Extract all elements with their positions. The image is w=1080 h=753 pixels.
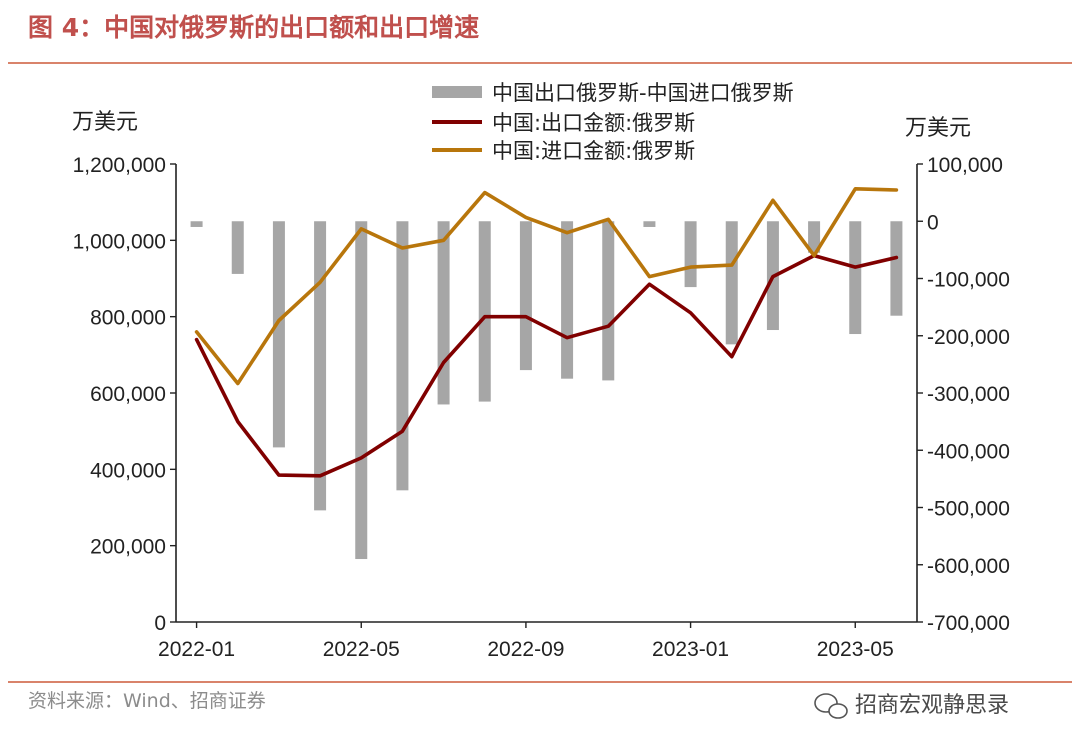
right-tick-label: -700,000 (927, 612, 1010, 635)
wechat-icon (814, 693, 848, 719)
left-tick-label: 1,000,000 (73, 230, 166, 253)
bar-2023-01 (684, 221, 697, 288)
right-axis-unit: 万美元 (905, 116, 971, 141)
left-tick-label: 0 (154, 612, 166, 635)
x-tick-label: 2023-05 (817, 638, 894, 661)
bar-2022-12 (643, 221, 656, 227)
x-tick-label: 2022-05 (323, 638, 400, 661)
figure-title: 图 4：中国对俄罗斯的出口额和出口增速 (28, 13, 479, 42)
right-tick-label: -600,000 (927, 555, 1010, 578)
axes (170, 163, 923, 628)
bar-2022-01 (190, 221, 203, 227)
bar-2023-06 (890, 221, 903, 316)
left-tick-label: 400,000 (90, 459, 166, 482)
x-tick-label: 2023-01 (652, 638, 729, 661)
x-tick-label: 2022-01 (158, 638, 235, 661)
bar-2022-07 (437, 221, 450, 405)
bar-2022-11 (602, 221, 615, 381)
left-axis-unit: 万美元 (72, 110, 138, 135)
x-tick-label: 2022-09 (487, 638, 564, 661)
import-line (194, 187, 899, 386)
right-tick-label: -300,000 (927, 383, 1010, 406)
bar-2023-05 (849, 221, 862, 335)
bar-2022-08 (478, 221, 491, 402)
bar-2023-02 (725, 221, 738, 345)
bar-2022-09 (519, 221, 532, 371)
bar-series (190, 221, 903, 560)
right-tick-label: -100,000 (927, 269, 1010, 292)
legend-import-entry-label: 中国:进口金额:俄罗斯 (492, 139, 695, 163)
right-tick-label: -500,000 (927, 498, 1010, 521)
bar-2022-10 (561, 221, 574, 379)
bar-2022-06 (396, 221, 409, 491)
watermark: 招商宏观静思录 (855, 693, 1009, 718)
tick-labels: 1,200,000 1,000,000 800,000 600,000 400,000 2… (73, 154, 1010, 661)
right-tick-label: -400,000 (927, 440, 1010, 463)
bar-2022-04 (314, 221, 327, 511)
bar-2023-04 (808, 221, 821, 253)
export-line (194, 253, 899, 478)
bar-2022-05 (355, 221, 368, 560)
bar-2022-02 (231, 221, 244, 274)
legend-export-entry-label: 中国:出口金额:俄罗斯 (492, 111, 695, 135)
right-tick-label: -200,000 (927, 326, 1010, 349)
line-series (194, 187, 899, 478)
left-tick-label: 600,000 (90, 383, 166, 406)
left-tick-label: 200,000 (90, 536, 166, 559)
legend-bar-entry-swatch (432, 86, 482, 98)
left-tick-label: 1,200,000 (73, 154, 166, 177)
source-note: 资料来源：Wind、招商证券 (28, 690, 266, 712)
bar-2022-03 (272, 221, 285, 448)
right-tick-label: 0 (927, 211, 939, 234)
left-tick-label: 800,000 (90, 307, 166, 330)
right-tick-label: 100,000 (927, 154, 1003, 177)
legend-bar-entry-label: 中国出口俄罗斯-中国进口俄罗斯 (492, 81, 794, 105)
